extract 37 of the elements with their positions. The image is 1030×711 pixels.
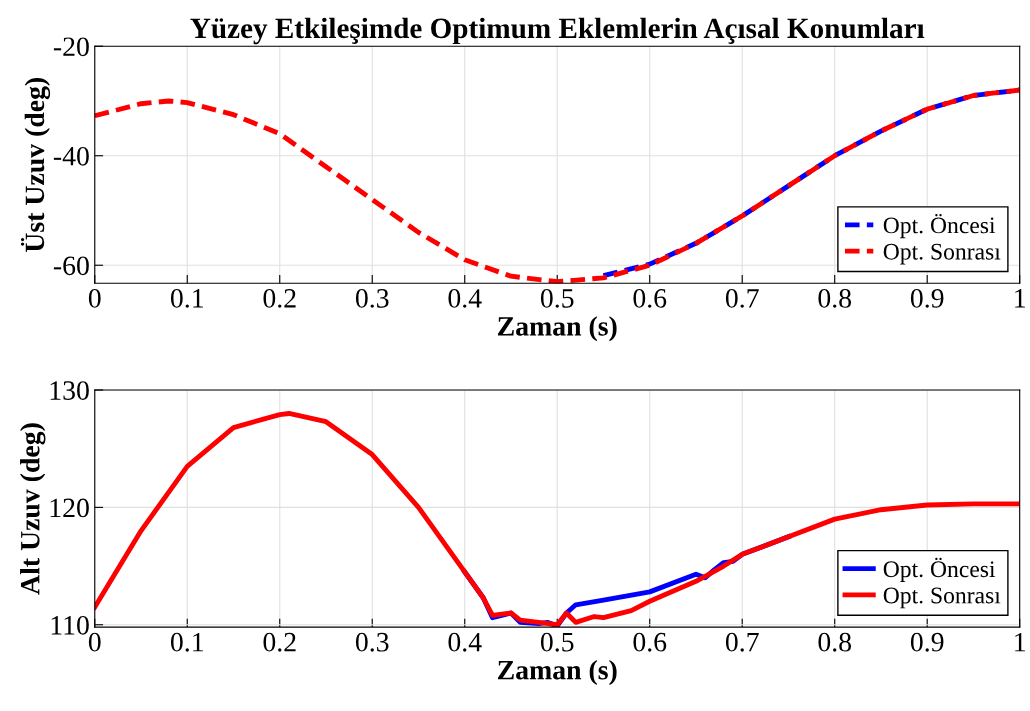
x-tick-label: 0.9: [910, 288, 944, 308]
y-axis-title: Üst Uzuv (deg): [20, 78, 51, 253]
x-tick-label: 0.7: [725, 288, 759, 308]
legend-label: Opt. Sonrası: [883, 587, 1001, 609]
legend-label: Opt. Sonrası: [883, 243, 1001, 265]
y-tick-label: -40: [53, 146, 89, 166]
x-tick-label: 0.6: [633, 632, 667, 652]
y-tick-label: -20: [53, 37, 89, 57]
x-tick-label: 0.7: [725, 632, 759, 652]
x-tick-label: 1: [1015, 289, 1025, 308]
legend-label: Opt. Öncesi: [883, 557, 996, 582]
x-tick-label: 0.2: [263, 288, 296, 308]
x-tick-label: 0.8: [818, 632, 852, 652]
x-tick-label: 0.6: [633, 288, 667, 308]
x-tick-label: 0: [88, 632, 101, 652]
y-tick-label: -60: [53, 256, 89, 276]
x-axis-title: Zaman (s): [497, 316, 617, 342]
y-tick-label: 120: [50, 498, 89, 518]
y-tick-label: 130: [50, 381, 89, 400]
x-tick-label: 0.4: [448, 288, 482, 308]
x-axis-title: Zaman (s): [497, 659, 617, 686]
y-axis-title: Alt Uzuv (deg): [20, 423, 46, 595]
x-tick-label: 0.3: [355, 632, 389, 652]
y-tick-label: 110: [51, 615, 89, 635]
x-tick-label: 0.1: [170, 288, 203, 308]
x-tick-label: 0.2: [263, 632, 296, 652]
x-tick-label: 0.1: [170, 632, 203, 652]
x-tick-label: 0.3: [355, 288, 389, 308]
x-tick-label: 0.5: [540, 288, 574, 308]
legend-label: Opt. Öncesi: [883, 213, 996, 239]
chart-title: Yüzey Etkileşimde Optimum Eklemlerin Açısal Konumları: [190, 17, 925, 45]
x-tick-label: 0.9: [910, 632, 944, 652]
x-tick-label: 0.5: [540, 632, 574, 652]
x-tick-label: 0: [88, 288, 101, 308]
x-tick-label: 0.8: [818, 288, 852, 308]
x-tick-label: 0.4: [448, 632, 482, 652]
x-tick-label: 1: [1015, 632, 1025, 652]
